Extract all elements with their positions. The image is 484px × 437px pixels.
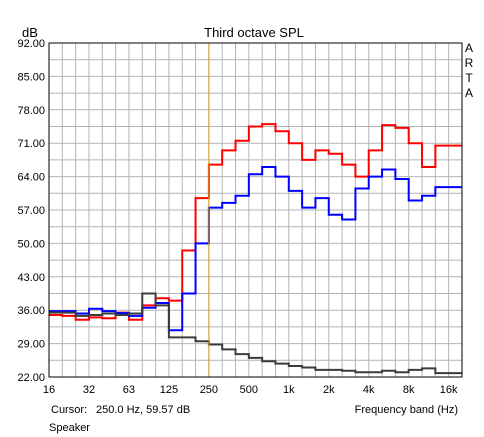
x-tick-label: 1k — [283, 384, 295, 396]
x-tick-label: 63 — [123, 384, 135, 396]
watermark-letter: A — [465, 86, 473, 100]
y-tick-label: 29.00 — [17, 339, 45, 351]
x-tick-label: 4k — [363, 384, 375, 396]
cursor-label: Cursor: — [51, 404, 87, 416]
y-tick-label: 50.00 — [17, 238, 45, 250]
x-tick-label: 125 — [160, 384, 178, 396]
y-tick-label: 43.00 — [17, 272, 45, 284]
x-tick-label: 250 — [200, 384, 218, 396]
y-tick-label: 71.00 — [17, 138, 45, 150]
x-axis-label: Frequency band (Hz) — [355, 404, 458, 416]
x-tick-label: 16 — [43, 384, 55, 396]
x-tick-label: 500 — [240, 384, 258, 396]
x-tick-labels: 16 32 63 125 250 500 1k 2k 4k 8k 16k — [43, 384, 458, 396]
grid — [49, 43, 462, 377]
cursor-readout: 250.0 Hz, 59.57 dB — [96, 404, 190, 416]
y-tick-labels: 92.00 85.00 78.00 71.00 64.00 57.00 50.00 43.00… — [17, 38, 45, 384]
y-tick-label: 57.00 — [17, 205, 45, 217]
y-tick-label: 36.00 — [17, 305, 45, 317]
x-tick-label: 2k — [323, 384, 335, 396]
y-tick-label: 92.00 — [17, 38, 45, 50]
series-group — [49, 123, 462, 375]
x-tick-label: 8k — [403, 384, 415, 396]
y-tick-label: 85.00 — [17, 71, 45, 83]
x-tick-label: 32 — [83, 384, 95, 396]
series-line-2 — [49, 166, 462, 332]
y-tick-label: 22.00 — [17, 372, 45, 384]
y-axis-label: dB — [22, 25, 38, 40]
y-tick-label: 64.00 — [17, 172, 45, 184]
x-tick-label: 16k — [440, 384, 458, 396]
watermark-letter: A — [465, 41, 473, 55]
series-line-3 — [49, 292, 462, 375]
watermark-letter: T — [465, 71, 473, 85]
chart-title: Third octave SPL — [204, 25, 304, 40]
y-tick-label: 78.00 — [17, 105, 45, 117]
watermark-letter: R — [465, 56, 474, 70]
legend-speaker: Speaker — [49, 422, 90, 434]
plot-frame — [48, 42, 463, 378]
